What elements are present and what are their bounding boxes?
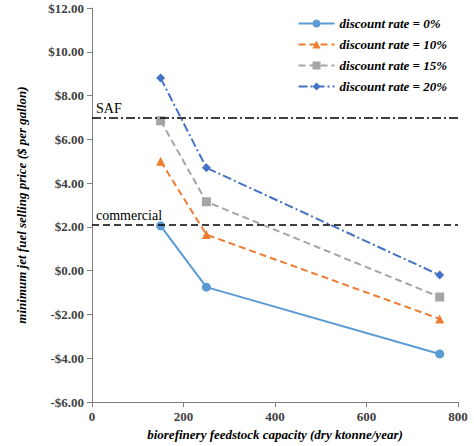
svg-text:discount rate = 10%: discount rate = 10% — [340, 37, 448, 52]
svg-text:$12.00: $12.00 — [48, 1, 84, 16]
svg-text:0: 0 — [89, 409, 96, 424]
svg-text:commercial: commercial — [96, 208, 162, 223]
svg-text:minimum jet fuel selling price: minimum jet fuel selling price ($ per ga… — [14, 86, 29, 323]
svg-text:discount rate = 15%: discount rate = 15% — [340, 58, 448, 73]
svg-text:200: 200 — [174, 409, 194, 424]
svg-text:$10.00: $10.00 — [48, 44, 84, 59]
svg-text:400: 400 — [265, 409, 285, 424]
svg-text:$6.00: $6.00 — [55, 132, 84, 147]
svg-text:800: 800 — [448, 409, 468, 424]
svg-text:$4.00: $4.00 — [55, 176, 84, 191]
svg-text:$8.00: $8.00 — [55, 88, 84, 103]
svg-text:discount rate = 0%: discount rate = 0% — [340, 16, 441, 31]
svg-text:biorefinery feedstock capacity: biorefinery feedstock capacity (dry kton… — [147, 427, 403, 442]
svg-text:$2.00: $2.00 — [55, 219, 84, 234]
svg-text:-$2.00: -$2.00 — [50, 307, 84, 322]
svg-text:-$4.00: -$4.00 — [50, 351, 84, 366]
svg-text:SAF: SAF — [96, 101, 122, 116]
svg-text:600: 600 — [357, 409, 377, 424]
svg-text:-$6.00: -$6.00 — [50, 395, 84, 410]
svg-text:$0.00: $0.00 — [55, 263, 84, 278]
svg-text:discount rate = 20%: discount rate = 20% — [340, 79, 448, 94]
